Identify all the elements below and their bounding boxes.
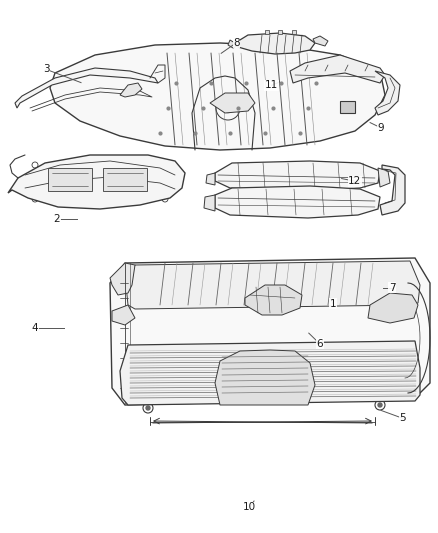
Polygon shape [265, 30, 269, 34]
Polygon shape [215, 350, 315, 405]
Circle shape [146, 406, 150, 410]
Polygon shape [110, 263, 135, 295]
Polygon shape [204, 195, 215, 211]
Polygon shape [378, 168, 390, 187]
Polygon shape [50, 43, 385, 150]
Text: 7: 7 [389, 283, 396, 293]
Text: 6: 6 [316, 339, 323, 349]
Polygon shape [235, 33, 315, 54]
Polygon shape [290, 55, 385, 83]
Polygon shape [8, 155, 185, 209]
Polygon shape [103, 168, 147, 191]
Polygon shape [15, 68, 158, 108]
Polygon shape [368, 293, 418, 323]
Polygon shape [245, 285, 302, 315]
Circle shape [378, 403, 382, 407]
Text: 11: 11 [265, 80, 278, 90]
Text: 10: 10 [243, 503, 256, 512]
Polygon shape [340, 101, 355, 113]
Polygon shape [120, 341, 420, 405]
Polygon shape [228, 40, 237, 48]
Polygon shape [112, 305, 135, 325]
Polygon shape [278, 30, 282, 34]
Polygon shape [215, 161, 380, 191]
Text: 9: 9 [378, 123, 385, 133]
Circle shape [223, 103, 233, 113]
Polygon shape [292, 30, 296, 34]
Polygon shape [48, 168, 92, 191]
Polygon shape [210, 93, 255, 113]
Text: 2: 2 [53, 214, 60, 223]
Text: 1: 1 [329, 299, 336, 309]
Polygon shape [313, 36, 328, 46]
Polygon shape [110, 258, 430, 405]
Polygon shape [120, 83, 142, 97]
Text: 12: 12 [348, 176, 361, 186]
Text: 8: 8 [233, 38, 240, 47]
Polygon shape [206, 173, 215, 185]
Text: 3: 3 [42, 64, 49, 74]
Polygon shape [126, 261, 420, 309]
Text: 4: 4 [32, 323, 39, 333]
Polygon shape [380, 165, 405, 215]
Text: 5: 5 [399, 414, 406, 423]
Polygon shape [215, 186, 380, 218]
Polygon shape [375, 71, 400, 115]
